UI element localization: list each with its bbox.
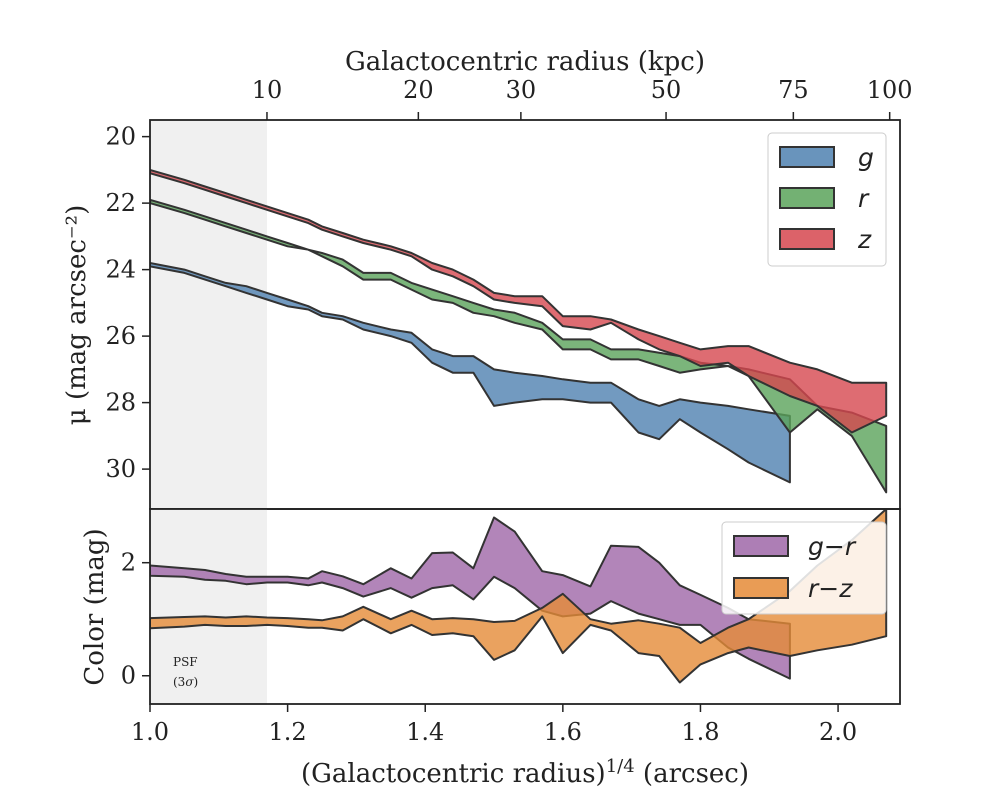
- bottom-x-axis: 1.0 1.2 1.4 1.6 1.8 2.0: [131, 704, 857, 746]
- bottom-panel: 02 1.0 1.2 1.4 1.6 1.8 2.0 PSF (3σ) Color (ma…: [80, 508, 901, 789]
- top-legend-label: r: [858, 184, 870, 213]
- bottom-psf-shaded-region: [150, 509, 267, 704]
- top-x-tick-label: 75: [778, 76, 809, 104]
- top-secondary-x-axis: 10 20 30 50 75 100: [252, 76, 913, 120]
- top-y-tick-label: 26: [105, 322, 136, 350]
- bottom-x-tick-label: 1.0: [131, 718, 169, 746]
- bottom-x-tick-label: 2.0: [819, 718, 857, 746]
- top-x-tick-label: 100: [867, 76, 913, 104]
- bottom-y-axis: 02: [121, 549, 150, 690]
- bottom-legend-label: r−z: [808, 574, 853, 603]
- bottom-legend-swatch: [733, 577, 789, 599]
- top-legend-swatch: [779, 187, 835, 209]
- top-y-tick-label: 20: [105, 123, 136, 151]
- bottom-y-tick-label: 0: [121, 662, 136, 690]
- top-y-tick-label: 24: [105, 256, 136, 284]
- top-y-tick-label: 28: [105, 389, 136, 417]
- top-y-tick-label: 22: [105, 189, 136, 217]
- top-y-axis: 20 22 24 26 28 30: [105, 123, 150, 483]
- top-areas: [150, 168, 888, 494]
- bottom-y-axis-label: Color (mag): [80, 528, 110, 685]
- top-panel: 20 22 24 26 28 30 10 20 30 50 75 100 Galactocentri…: [62, 47, 913, 510]
- top-band-1: [150, 262, 791, 484]
- top-x-axis-label: Galactocentric radius (kpc): [345, 47, 705, 77]
- psf-annotation-sigma: (3σ): [173, 675, 198, 689]
- top-x-tick-label: 50: [651, 76, 682, 104]
- top-legend-label: g: [858, 143, 874, 172]
- top-legend-label: z: [857, 225, 872, 254]
- top-x-tick-label: 10: [252, 76, 283, 104]
- psf-annotation: PSF: [173, 655, 198, 669]
- bottom-band-2: [150, 509, 888, 684]
- bottom-x-tick-label: 1.6: [544, 718, 582, 746]
- top-psf-shaded-region: [150, 120, 267, 509]
- bottom-legend-label: g−r: [808, 532, 857, 561]
- bottom-y-tick-label: 2: [121, 549, 136, 577]
- bottom-x-axis-label: (Galactocentric radius)1/4 (arcsec): [301, 756, 749, 789]
- top-x-tick-label: 30: [506, 76, 537, 104]
- top-legend-swatch: [779, 146, 835, 168]
- top-x-tick-label: 20: [403, 76, 434, 104]
- bottom-axes-frame: [149, 508, 901, 705]
- bottom-areas: [150, 509, 888, 684]
- top-legend: grz: [767, 132, 887, 267]
- bottom-x-tick-label: 1.8: [681, 718, 719, 746]
- bottom-x-tick-label: 1.4: [406, 718, 444, 746]
- top-y-tick-label: 30: [105, 455, 136, 483]
- top-band-2: [150, 198, 888, 494]
- bottom-x-tick-label: 1.2: [269, 718, 307, 746]
- top-legend-swatch: [779, 228, 835, 250]
- top-y-axis-label: μ (mag arcsec⁻²): [62, 205, 92, 425]
- bottom-legend: g−r r−z: [721, 521, 887, 615]
- bottom-legend-swatch: [733, 535, 789, 557]
- bottom-band-1: [150, 516, 791, 680]
- top-band-3: [150, 168, 888, 434]
